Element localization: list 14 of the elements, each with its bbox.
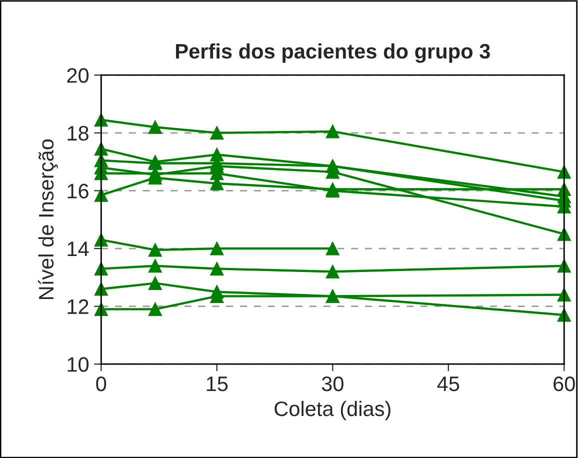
y-tick-label: 18 bbox=[68, 126, 88, 141]
x-tick-label: 0 bbox=[96, 376, 106, 392]
x-tick-label: 30 bbox=[322, 376, 344, 392]
x-tick-label: 45 bbox=[437, 376, 460, 392]
y-tick-label: 14 bbox=[68, 242, 89, 256]
y-tick-label: 16 bbox=[68, 184, 88, 198]
y-axis-title: Nível de Inserção bbox=[38, 139, 58, 299]
chart-title: Perfis dos pacientes do grupo 3 bbox=[176, 43, 490, 63]
y-tick-label: 20 bbox=[67, 68, 89, 83]
x-axis-title: Coleta (dias) bbox=[274, 400, 390, 420]
y-tick-label: 12 bbox=[68, 299, 88, 314]
x-tick-label: 15 bbox=[206, 376, 228, 392]
x-tick-label: 60 bbox=[554, 376, 575, 392]
y-tick-label: 10 bbox=[68, 357, 89, 372]
